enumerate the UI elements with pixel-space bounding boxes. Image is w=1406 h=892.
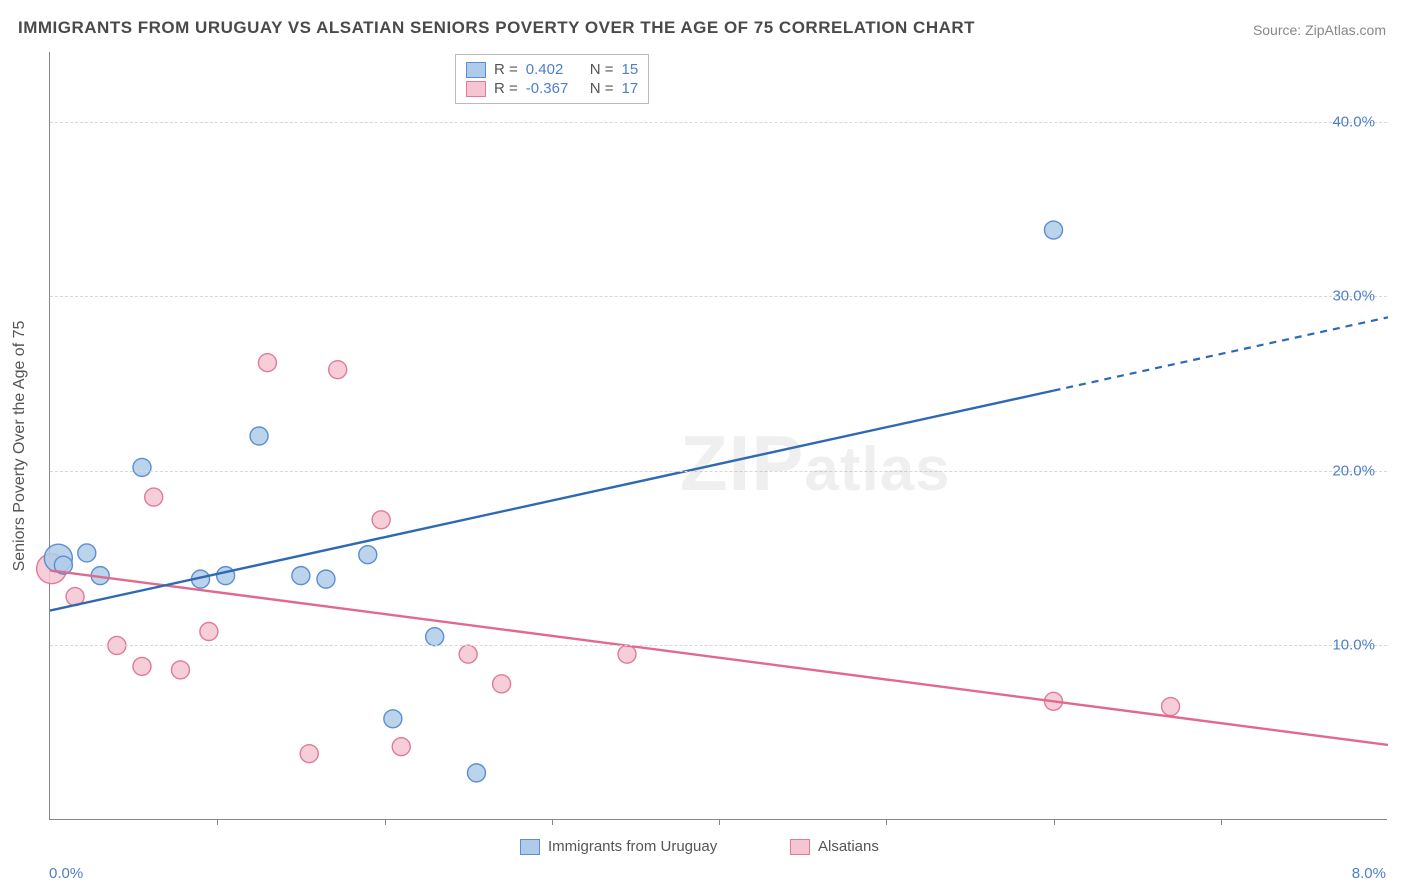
legend-stats-row: R = -0.367 N = 17 — [466, 79, 638, 98]
pink-point — [300, 745, 318, 763]
legend-r-value: -0.367 — [526, 80, 582, 97]
x-tick — [385, 819, 386, 825]
x-tick — [719, 819, 720, 825]
pink-trendline — [50, 570, 1388, 745]
pink-point — [1162, 698, 1180, 716]
gridline-h — [50, 122, 1387, 123]
legend-stats-row: R = 0.402 N = 15 — [466, 60, 638, 79]
legend-swatch-pink — [790, 839, 810, 855]
blue-point — [78, 544, 96, 562]
legend-series-item: Immigrants from Uruguay — [520, 838, 717, 855]
blue-point — [292, 567, 310, 585]
y-axis-label: Seniors Poverty Over the Age of 75 — [11, 321, 29, 572]
pink-point — [372, 511, 390, 529]
pink-point — [145, 488, 163, 506]
plot-area: 10.0% 20.0% 30.0% 40.0% — [49, 52, 1387, 820]
pink-point — [392, 738, 410, 756]
y-tick-label: 10.0% — [1332, 637, 1375, 654]
blue-trendline — [50, 391, 1054, 611]
x-tick — [886, 819, 887, 825]
legend-r-label: R = — [494, 80, 518, 97]
legend-r-label: R = — [494, 61, 518, 78]
blue-point — [359, 546, 377, 564]
source-value: ZipAtlas.com — [1305, 22, 1386, 38]
x-tick — [1221, 819, 1222, 825]
legend-r-value: 0.402 — [526, 61, 582, 78]
blue-point — [467, 764, 485, 782]
blue-point — [217, 567, 235, 585]
legend-n-value: 17 — [622, 80, 639, 97]
pink-point — [459, 645, 477, 663]
blue-point — [317, 570, 335, 588]
chart-title: IMMIGRANTS FROM URUGUAY VS ALSATIAN SENI… — [18, 18, 975, 38]
blue-point — [1045, 221, 1063, 239]
source-label: Source: — [1253, 22, 1305, 38]
gridline-h — [50, 471, 1387, 472]
pink-point — [171, 661, 189, 679]
pink-point — [618, 645, 636, 663]
pink-point — [258, 354, 276, 372]
scatter-svg — [50, 52, 1388, 820]
legend-swatch-blue — [466, 62, 486, 78]
blue-point — [133, 458, 151, 476]
x-tick — [1054, 819, 1055, 825]
legend-swatch-pink — [466, 81, 486, 97]
chart-container: IMMIGRANTS FROM URUGUAY VS ALSATIAN SENI… — [0, 0, 1406, 892]
legend-series-label: Immigrants from Uruguay — [548, 838, 717, 855]
pink-point — [493, 675, 511, 693]
x-tick — [552, 819, 553, 825]
x-tick — [217, 819, 218, 825]
legend-n-label: N = — [590, 80, 614, 97]
pink-point — [133, 657, 151, 675]
legend-swatch-blue — [520, 839, 540, 855]
y-tick-label: 40.0% — [1332, 113, 1375, 130]
y-tick-label: 30.0% — [1332, 288, 1375, 305]
gridline-h — [50, 645, 1387, 646]
x-tick-label-min: 0.0% — [49, 865, 83, 882]
gridline-h — [50, 296, 1387, 297]
pink-point — [200, 622, 218, 640]
legend-n-value: 15 — [622, 61, 639, 78]
legend-stats-box: R = 0.402 N = 15 R = -0.367 N = 17 — [455, 54, 649, 104]
pink-point — [329, 361, 347, 379]
y-tick-label: 20.0% — [1332, 462, 1375, 479]
blue-point — [384, 710, 402, 728]
source-attribution: Source: ZipAtlas.com — [1253, 22, 1386, 38]
blue-point — [426, 628, 444, 646]
legend-series-item: Alsatians — [790, 838, 879, 855]
x-tick-label-max: 8.0% — [1352, 865, 1386, 882]
blue-point — [250, 427, 268, 445]
legend-n-label: N = — [590, 61, 614, 78]
blue-trendline-extrap — [1054, 317, 1389, 390]
legend-series-label: Alsatians — [818, 838, 879, 855]
